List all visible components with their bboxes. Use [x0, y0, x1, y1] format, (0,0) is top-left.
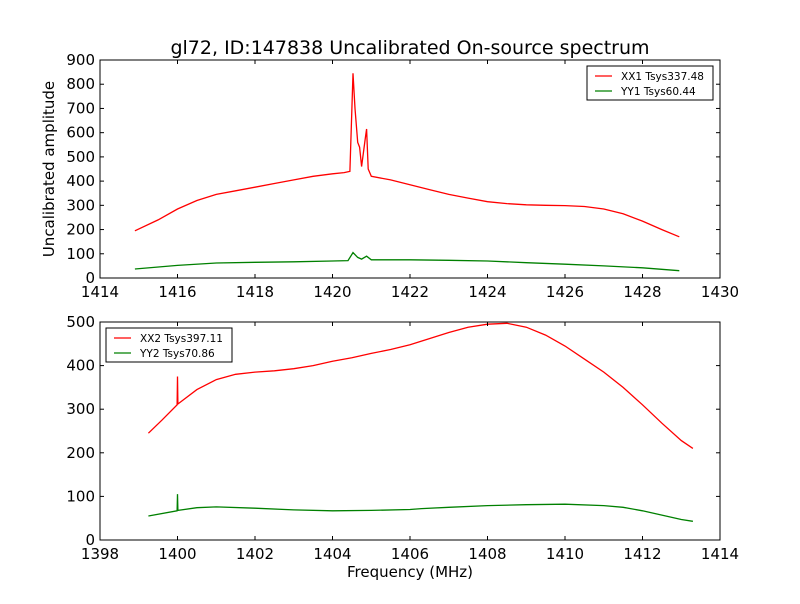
y-axis-label: Uncalibrated amplitude	[40, 81, 58, 257]
y-tick-label: 400	[66, 172, 95, 190]
x-axis-label: Frequency (MHz)	[347, 563, 473, 581]
chart-title: gl72, ID:147838 Uncalibrated On-source s…	[170, 37, 649, 59]
y-tick-label: 0	[85, 531, 95, 549]
y-tick-label: 100	[66, 487, 95, 505]
legend: XX1 Tsys337.48 YY1 Tsys60.44	[586, 65, 714, 101]
y-tick-label: 500	[66, 148, 95, 166]
legend: XX2 Tsys397.11 YY2 Tsys70.86	[105, 327, 233, 363]
x-tick-label: 1412	[623, 545, 661, 563]
y-tick-label: 700	[66, 99, 95, 117]
x-tick-label: 1400	[158, 545, 196, 563]
x-tick-label: 1416	[158, 283, 196, 301]
y-tick-label: 400	[66, 357, 95, 375]
legend-label: XX1 Tsys337.48	[621, 71, 704, 83]
x-tick-label: 1404	[313, 545, 351, 563]
series-line-yy1	[134, 251, 680, 272]
x-tick-label: 1406	[391, 545, 429, 563]
top-axes: 1414 1416 1418 1420 1422 1424 1426 1428 1430 0 100…	[66, 51, 739, 301]
x-tick-label: 1408	[468, 545, 506, 563]
x-tick-label: 1398	[81, 545, 119, 563]
x-tick-label: 1424	[468, 283, 506, 301]
y-tick-label: 600	[66, 124, 95, 142]
x-tick-label: 1410	[546, 545, 584, 563]
legend-label: YY1 Tsys60.44	[620, 86, 696, 98]
series-line-yy2	[148, 494, 693, 522]
x-tick-label: 1414	[81, 283, 119, 301]
x-tick-label: 1414	[701, 545, 739, 563]
y-tick-label: 200	[66, 221, 95, 239]
series-line-xx1	[134, 73, 680, 238]
x-tick-label: 1426	[546, 283, 584, 301]
bottom-axes: 1398 1400 1402 1404 1406 1408 1410 1412 1414 0 100…	[66, 313, 739, 563]
x-tick-label: 1418	[236, 283, 274, 301]
x-tick-label: 1420	[313, 283, 351, 301]
y-tick-label: 0	[85, 269, 95, 287]
x-tick-label: 1402	[236, 545, 274, 563]
y-tick-label: 500	[66, 313, 95, 331]
y-tick-label: 300	[66, 196, 95, 214]
y-tick-label: 100	[66, 245, 95, 263]
legend-label: XX2 Tsys397.11	[140, 333, 223, 345]
y-tick-label: 800	[66, 75, 95, 93]
x-tick-label: 1428	[623, 283, 661, 301]
x-tick-label: 1430	[701, 283, 739, 301]
legend-label: YY2 Tsys70.86	[139, 348, 215, 360]
y-tick-label: 900	[66, 51, 95, 69]
x-tick-label: 1422	[391, 283, 429, 301]
y-tick-label: 300	[66, 400, 95, 418]
y-tick-label: 200	[66, 444, 95, 462]
series-line-xx2	[147, 322, 694, 449]
